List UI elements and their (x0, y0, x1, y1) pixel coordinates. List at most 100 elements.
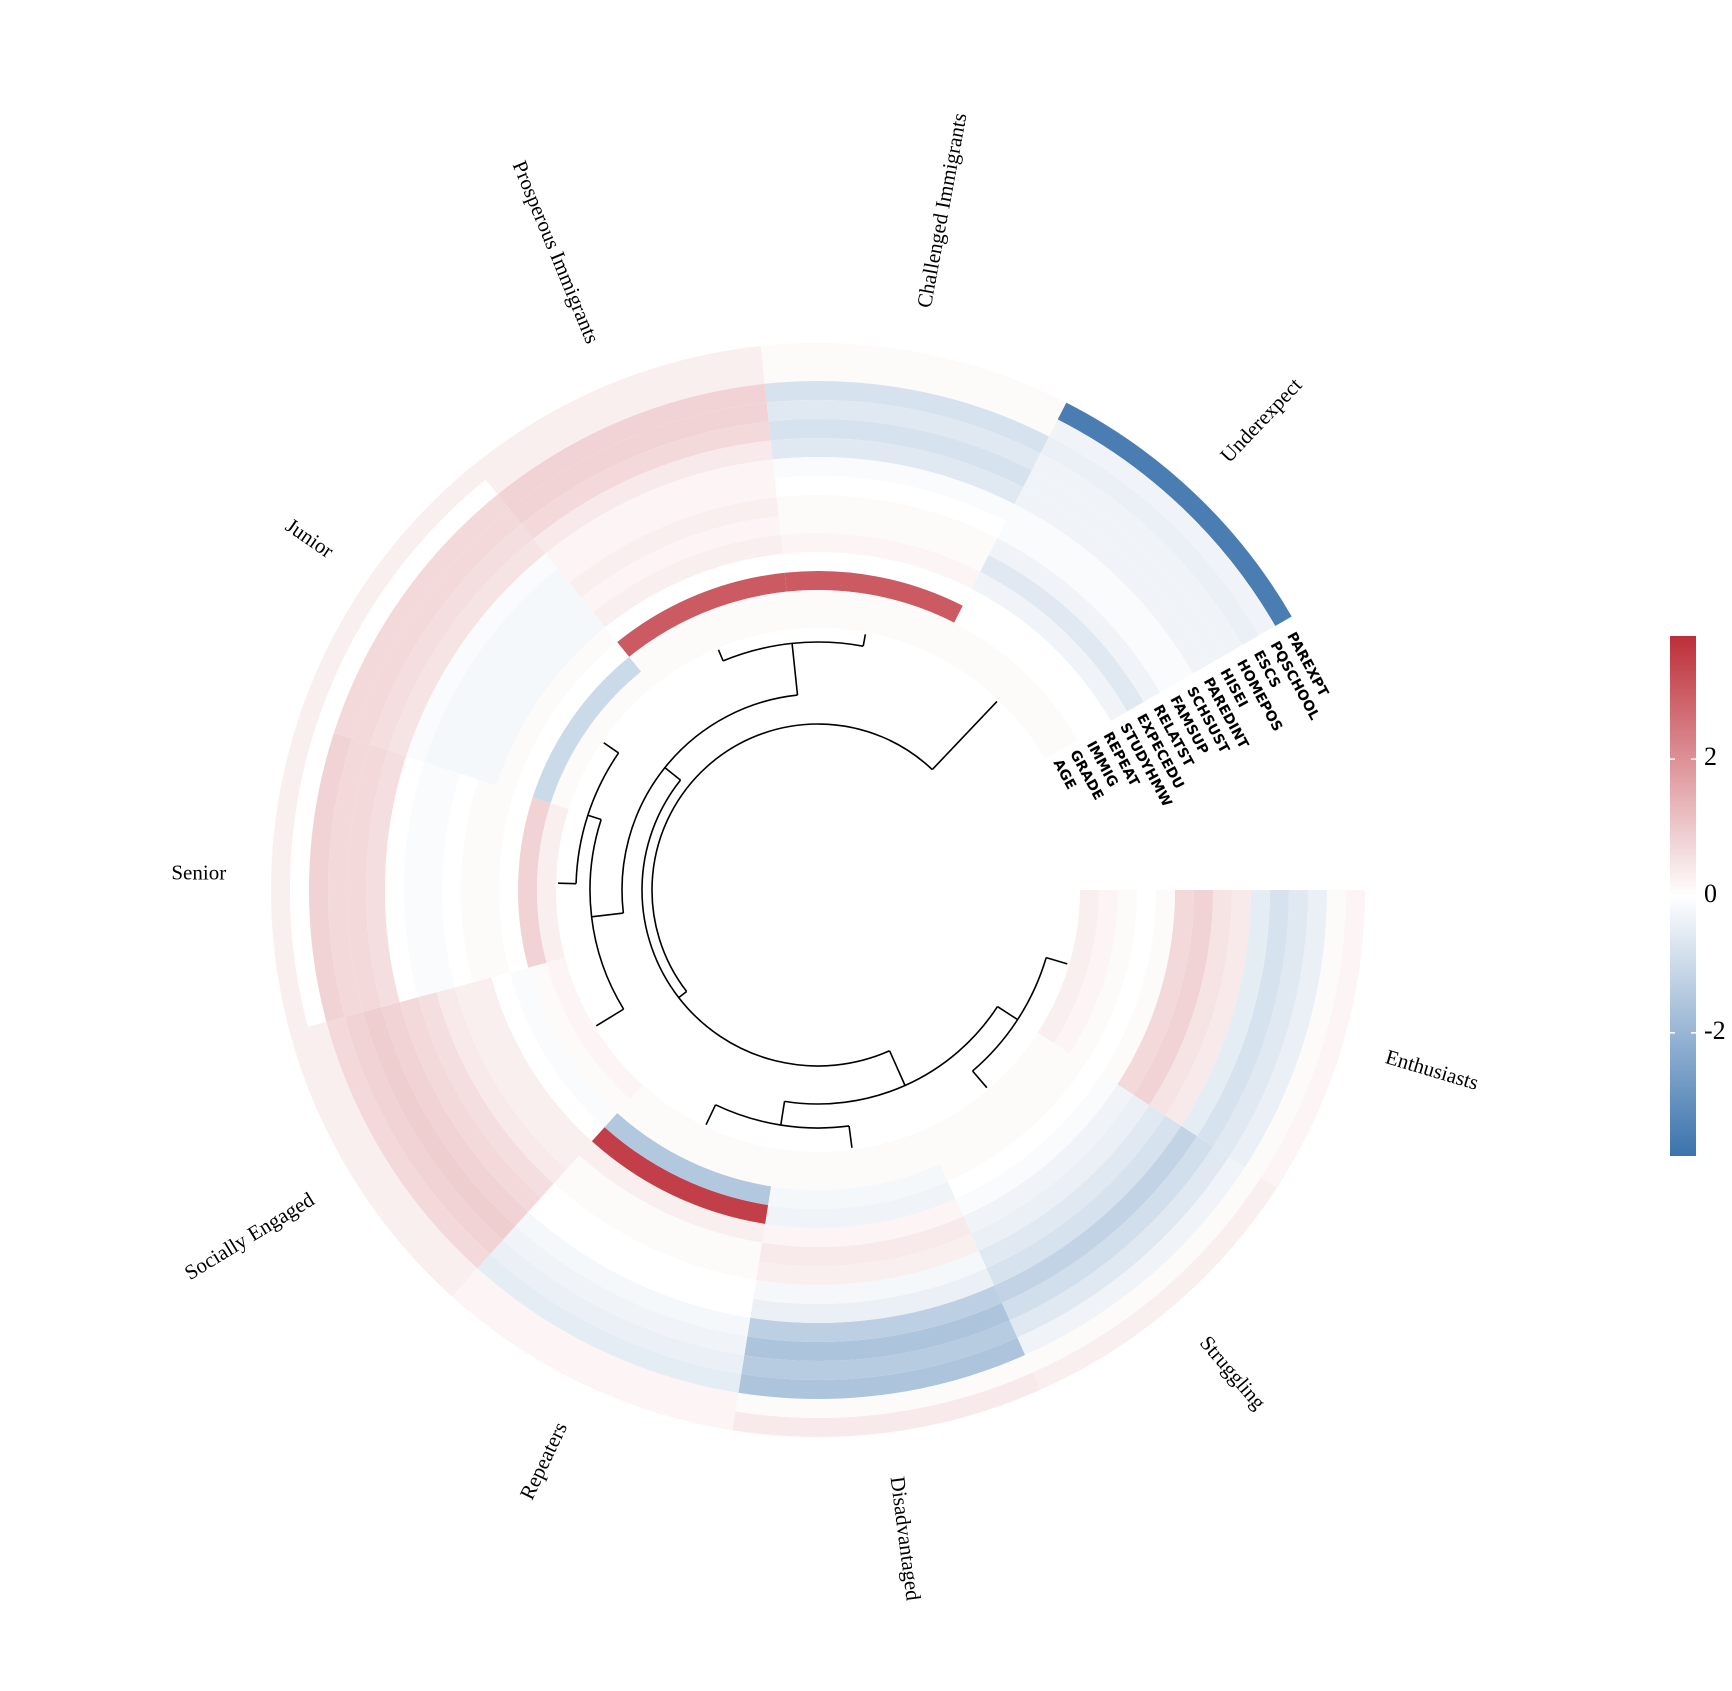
heat-cell-prosperous-immigrants-escs (497, 383, 767, 510)
heat-cell-challenged-immigrants-parexpt (760, 343, 1067, 420)
heat-cell-repeaters-immig (604, 1112, 772, 1206)
dendrogram-arc (589, 819, 625, 1010)
heat-cell-enthusiasts-grade (1053, 890, 1118, 1054)
heat-cell-junior-famsup (424, 568, 570, 768)
heat-cell-underexpect-famsup (997, 521, 1177, 693)
dendrogram-branch (595, 1008, 625, 1027)
heat-cell-socially-engaged-famsup (418, 992, 554, 1198)
heat-cell-struggling-grade (932, 1043, 1070, 1165)
heat-cell-senior-homepos (328, 738, 371, 1017)
heat-cell-prosperous-immigrants-pqschool (485, 364, 765, 495)
heat-cell-socially-engaged-age (546, 957, 643, 1099)
heat-cell-underexpect-hisei (1023, 470, 1226, 664)
cluster-label-underexpect: Underexpect (1215, 373, 1306, 467)
heat-cell-senior-schsust (384, 756, 425, 1003)
heat-cell-enthusiasts-parexpt (1260, 890, 1365, 1188)
heat-cell-disadvantaged-pqschool (735, 1354, 1033, 1418)
heat-cell-disadvantaged-relatst (756, 1233, 979, 1285)
heat-cell-challenged-immigrants-escs (764, 381, 1050, 454)
colorbar: 2 0 -2 (1670, 636, 1726, 1156)
heat-cell-senior-repeat (480, 785, 515, 978)
heat-cell-repeaters-schsust (528, 1197, 754, 1318)
heat-cell-disadvantaged-age (774, 1129, 933, 1172)
heat-cell-disadvantaged-expecedu (759, 1216, 971, 1266)
heat-cell-socially-engaged-hisei (363, 1006, 516, 1241)
heat-cell-underexpect-repeat (962, 588, 1111, 731)
heat-cell-underexpect-schsust (1005, 504, 1193, 683)
heat-cell-enthusiasts-immig (1069, 890, 1137, 1064)
heat-cell-senior-age (537, 803, 569, 963)
heat-cell-disadvantaged-repeat (765, 1181, 956, 1228)
heat-cell-struggling-studyhmw (955, 1074, 1118, 1217)
heat-cell-repeaters-parexpt (451, 1282, 736, 1431)
heat-cell-prosperous-immigrants-homepos (509, 402, 769, 524)
heat-cell-underexpect-studyhmw (971, 571, 1128, 721)
heat-cell-senior-grade (518, 797, 551, 968)
heat-cell-struggling-hisei (1001, 1136, 1214, 1321)
dendrogram-branch (997, 1005, 1019, 1021)
heat-cell-challenged-immigrants-age (788, 609, 946, 657)
heat-cell-challenged-immigrants-pqschool (762, 361, 1058, 437)
heat-cell-socially-engaged-immig (509, 967, 618, 1128)
heat-cell-repeaters-pqschool (464, 1268, 739, 1412)
heat-cell-underexpect-immig (954, 605, 1095, 740)
dendrogram-branch (791, 643, 799, 696)
heat-cell-prosperous-immigrants-famsup (557, 478, 777, 584)
heat-cell-underexpect-expecedu (980, 554, 1144, 712)
dendrogram-branch (603, 742, 620, 754)
heat-cell-enthusiasts-expecedu (1117, 890, 1194, 1095)
heat-cell-struggling-homepos (1009, 1146, 1229, 1338)
colorbar-tick-label: 2 (1704, 742, 1717, 771)
heat-cell-socially-engaged-paredint (381, 1002, 529, 1226)
heat-cell-junior-grade (532, 656, 642, 804)
heat-cell-repeaters-repeat (591, 1127, 769, 1224)
heat-cell-socially-engaged-pqschool (307, 1021, 478, 1283)
colorbar-tick-label: -2 (1704, 1016, 1726, 1045)
heat-cell-socially-engaged-grade (528, 962, 630, 1113)
heat-cell-repeaters-escs (477, 1254, 742, 1393)
heat-cell-socially-engaged-schsust (399, 997, 541, 1212)
heat-cell-struggling-expecedu (963, 1084, 1134, 1234)
heat-cell-disadvantaged-grade (771, 1146, 941, 1191)
heat-cell-underexpect-escs (1040, 436, 1259, 645)
heat-cell-struggling-parexpt (1032, 1177, 1277, 1390)
heat-cell-enthusiasts-paredint (1181, 890, 1270, 1137)
cluster-label-repeaters: Repeaters (515, 1418, 572, 1503)
heat-cell-senior-immig (499, 791, 533, 973)
heat-cell-senior-relatst (423, 767, 461, 993)
heat-cell-challenged-immigrants-relatst (776, 495, 998, 555)
heat-cell-repeaters-famsup (540, 1183, 757, 1299)
dendrogram-branch (587, 814, 602, 821)
heat-cell-senior-hisei (347, 744, 389, 1012)
cluster-label-prosperous-immigrants: Prosperous Immigrants (508, 157, 605, 347)
dendrogram-branch (678, 990, 688, 999)
dendrogram-branch (779, 1101, 786, 1126)
cluster-label-senior: Senior (171, 860, 226, 884)
dendrogram-branch (664, 767, 681, 781)
heat-cell-socially-engaged-expecedu (454, 982, 580, 1170)
heat-cell-repeaters-homepos (490, 1240, 745, 1374)
heat-cell-enthusiasts-hisei (1197, 890, 1289, 1147)
cluster-label-disadvantaged: Disadvantaged (886, 1475, 926, 1602)
heat-cell-struggling-relatst (970, 1094, 1150, 1251)
heat-cell-prosperous-immigrants-hisei (521, 421, 771, 539)
heat-cell-challenged-immigrants-hisei (768, 419, 1032, 488)
heat-cell-socially-engaged-escs (326, 1016, 491, 1269)
heat-cell-disadvantaged-parexpt (732, 1372, 1041, 1438)
heat-cell-prosperous-immigrants-age (641, 610, 791, 687)
heat-cell-disadvantaged-immig (768, 1164, 948, 1209)
heat-cell-senior-studyhmw (461, 779, 497, 983)
heat-cell-underexpect-pqschool (1049, 419, 1276, 636)
heat-cell-underexpect-age (936, 639, 1062, 759)
heat-cell-senior-pqschool (290, 726, 334, 1027)
dendrogram-branch (862, 634, 867, 647)
heat-cell-challenged-immigrants-expecedu (778, 514, 989, 572)
heat-cell-junior-paredint (388, 538, 546, 757)
heat-cell-junior-relatst (442, 583, 582, 774)
heat-cell-prosperous-immigrants-expecedu (581, 516, 781, 613)
dendrogram (558, 634, 1068, 1148)
heat-cell-junior-expecedu (460, 597, 594, 780)
heat-cell-challenged-immigrants-immig (784, 571, 963, 623)
cluster-label-socially-engaged: Socially Engaged (180, 1187, 319, 1285)
